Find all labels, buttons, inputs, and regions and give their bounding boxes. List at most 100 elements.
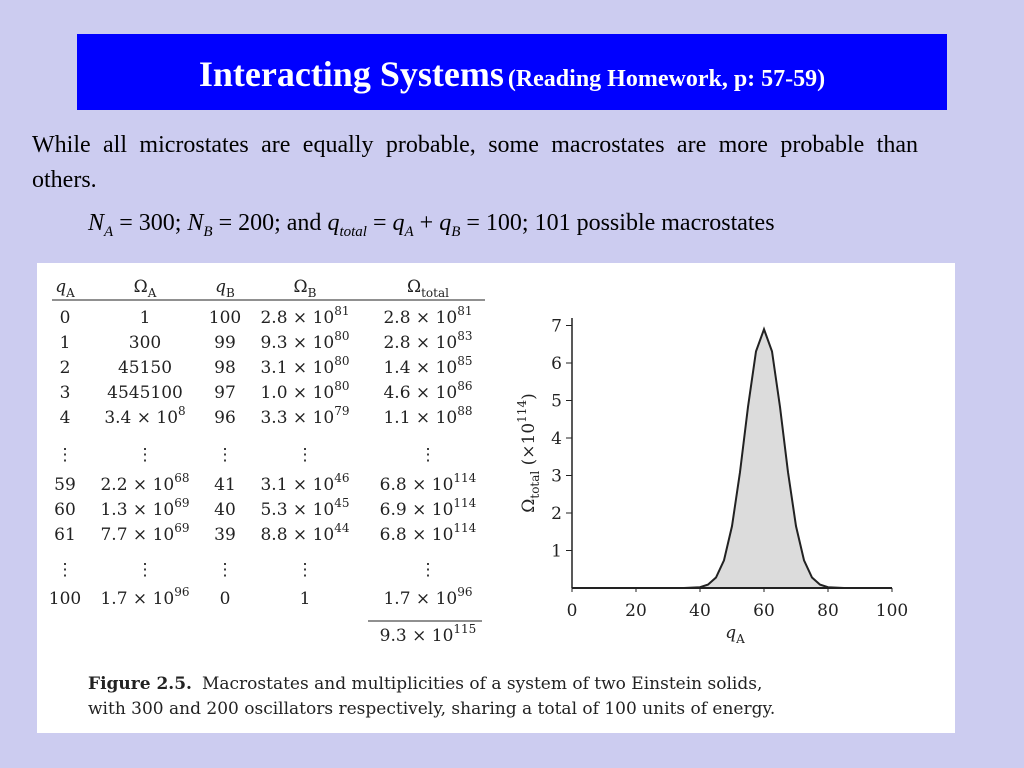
text-part: A — [735, 632, 745, 646]
table-cell: 8.8 × 1044 — [260, 521, 349, 545]
y-tick-label: 2 — [551, 504, 562, 524]
table-cell: 96 — [214, 408, 236, 428]
text-part: 80 — [334, 379, 349, 393]
table-header: ΩA — [134, 277, 157, 300]
table-cell: 1 — [300, 589, 311, 609]
table-cell: 2.2 × 1068 — [100, 471, 189, 495]
table-cell: 1.3 × 1069 — [100, 496, 189, 520]
text-part: A — [65, 286, 75, 300]
text-part: 8 — [178, 404, 186, 418]
equation-part: = 300; — [113, 210, 188, 236]
y-tick-label: 7 — [551, 317, 562, 337]
text-part: 79 — [334, 404, 349, 418]
caption: Figure 2.5. Macrostates and multiplicitie… — [88, 674, 775, 719]
text-part: 96 — [457, 585, 472, 599]
text-part: 80 — [334, 329, 349, 343]
table-header: ΩB — [294, 277, 317, 300]
table-header: qA — [55, 277, 75, 300]
table-cell: 41 — [214, 475, 236, 495]
x-tick-label: 40 — [689, 601, 711, 621]
equation-part: q — [392, 210, 405, 236]
text-part: 1.7 × 10 — [100, 589, 174, 609]
paragraph: While all microstates are equally probab… — [32, 132, 918, 193]
text-part: 3.4 × 10 — [104, 408, 178, 428]
text-part: 69 — [174, 521, 189, 535]
table-cell: 39 — [214, 525, 236, 545]
text-part: 6.8 × 10 — [380, 475, 454, 495]
y-tick-label: 5 — [551, 392, 562, 412]
table-cell: 45150 — [118, 358, 172, 378]
table-cell: 3.4 × 108 — [104, 404, 185, 428]
text-part: total — [528, 471, 542, 499]
text-part: 9.3 × 10 — [380, 626, 454, 646]
equation: NA = 300; NB = 200; and qtotal = qA + qB… — [88, 210, 775, 241]
text-part: 1.1 × 10 — [383, 408, 457, 428]
equation-part: total — [339, 224, 367, 240]
equation-part: = 100; 101 possible macrostates — [460, 210, 775, 236]
text-part: 8.8 × 10 — [260, 525, 334, 545]
table-cell: 7.7 × 1069 — [100, 521, 189, 545]
text-part: 81 — [334, 304, 349, 318]
text-part: Ω — [134, 277, 148, 297]
x-tick-label: 60 — [753, 601, 775, 621]
table-cell: 3.3 × 1079 — [260, 404, 349, 428]
text-part: 81 — [457, 304, 472, 318]
text-part: 1.0 × 10 — [260, 383, 334, 403]
text-part: 88 — [457, 404, 472, 418]
text-part: total — [421, 286, 449, 300]
table-cell: 1.0 × 1080 — [260, 379, 349, 403]
text-part: 1.3 × 10 — [100, 500, 174, 520]
table-cell: ⋮ — [57, 560, 74, 580]
text-part: 2.8 × 10 — [383, 333, 457, 353]
table-cell: 1 — [140, 308, 151, 328]
equation-part: q — [327, 210, 340, 236]
text-part: q — [725, 623, 736, 643]
title-bar: Interacting Systems (Reading Homework, p… — [77, 34, 947, 110]
table-cell: 99 — [214, 333, 236, 353]
table-cell: 97 — [214, 383, 236, 403]
text-part: 2.8 × 10 — [383, 308, 457, 328]
text-part: A — [147, 286, 157, 300]
table-cell: 0 — [60, 308, 71, 328]
text-part: 1.4 × 10 — [383, 358, 457, 378]
text-part: 96 — [174, 585, 189, 599]
text-part: 114 — [453, 496, 476, 510]
text-part: 3.1 × 10 — [260, 358, 334, 378]
text-part: 45 — [334, 496, 349, 510]
table-cell: 59 — [54, 475, 76, 495]
text-part: 68 — [174, 471, 189, 485]
text-part: 44 — [334, 521, 350, 535]
equation-part: + — [413, 210, 440, 236]
table-cell: ⋮ — [420, 445, 437, 465]
text-part: 114 — [453, 521, 476, 535]
x-tick-label: 80 — [817, 601, 839, 621]
table-cell: 100 — [49, 589, 81, 609]
table-cell: ⋮ — [137, 560, 154, 580]
equation-part: N — [88, 210, 105, 236]
table-cell: ⋮ — [217, 560, 234, 580]
text-part: 85 — [457, 354, 472, 368]
table-cell: 4545100 — [107, 383, 183, 403]
table-cell: 300 — [129, 333, 161, 353]
y-tick-label: 4 — [551, 429, 562, 449]
text-part: 9.3 × 10 — [260, 333, 334, 353]
subtitle: (Reading Homework, p: 57-59) — [507, 66, 826, 92]
equation-part: = 200; and — [212, 210, 328, 236]
table-cell: 100 — [209, 308, 241, 328]
table-cell: 60 — [54, 500, 76, 520]
table-cell: 9.3 × 1080 — [260, 329, 349, 353]
x-tick-label: 0 — [567, 601, 578, 621]
figure-panel — [37, 263, 955, 733]
table-cell: 2.8 × 1081 — [383, 304, 472, 328]
equation-part: A — [104, 224, 114, 240]
table-cell: 4 — [60, 408, 71, 428]
equation-part: N — [187, 210, 204, 236]
text-part: 1.7 × 10 — [383, 589, 457, 609]
text-part: 4.6 × 10 — [383, 383, 457, 403]
table-cell: 1.1 × 1088 — [383, 404, 472, 428]
table-cell: ⋮ — [137, 445, 154, 465]
text-part: 2.8 × 10 — [260, 308, 334, 328]
table-cell: 5.3 × 1045 — [260, 496, 349, 520]
caption-line: Macrostates and multiplicities of a syst… — [202, 674, 762, 694]
